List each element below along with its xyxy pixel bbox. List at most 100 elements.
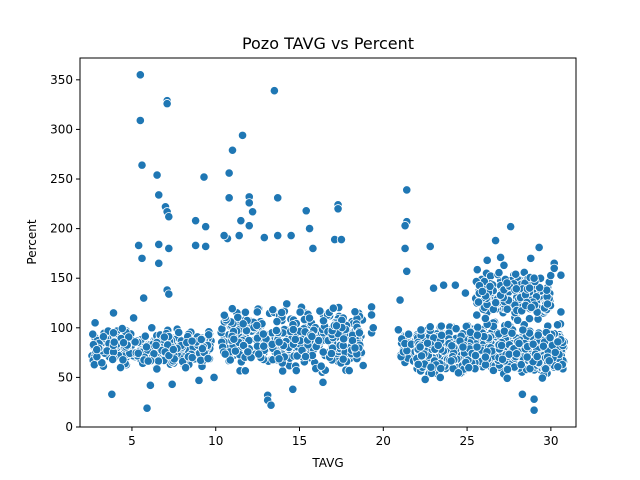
data-point [174, 327, 184, 338]
x-tick-label: 15 [292, 434, 307, 448]
data-point [529, 273, 539, 283]
data-point [118, 355, 128, 365]
data-point [266, 400, 276, 410]
data-point [502, 304, 512, 314]
data-point [529, 405, 539, 415]
data-point [88, 329, 98, 339]
y-tick-label: 0 [65, 420, 73, 434]
data-point [153, 356, 164, 366]
data-point [290, 334, 300, 345]
data-point [244, 221, 254, 231]
data-point [453, 368, 464, 378]
data-point [247, 207, 258, 217]
data-point [491, 298, 501, 308]
data-point [538, 341, 549, 351]
data-point [315, 306, 325, 316]
data-point [526, 302, 536, 313]
data-point [304, 313, 315, 323]
data-point [224, 193, 234, 203]
data-point [553, 362, 563, 372]
data-point [534, 242, 544, 253]
data-point [252, 307, 262, 317]
data-point [130, 337, 140, 347]
data-point [199, 172, 209, 182]
data-point [159, 332, 169, 342]
data-point [473, 322, 483, 332]
data-point [282, 299, 292, 309]
data-point [259, 341, 269, 351]
data-point [154, 239, 164, 250]
data-point [201, 241, 211, 252]
data-point [354, 328, 365, 338]
data-point [472, 342, 482, 352]
data-point [460, 288, 471, 298]
data-point [428, 283, 439, 293]
data-point [344, 365, 354, 376]
data-point [133, 348, 143, 358]
data-point [259, 232, 269, 243]
data-point [480, 360, 491, 370]
data-point [142, 403, 152, 413]
data-point [164, 212, 174, 222]
data-point [433, 340, 443, 350]
data-point [140, 331, 150, 341]
data-point [151, 340, 161, 350]
data-point [506, 222, 516, 232]
data-point [307, 331, 317, 342]
data-point [511, 269, 521, 279]
data-point [415, 342, 425, 352]
data-point [496, 340, 507, 351]
data-point [358, 360, 368, 371]
data-point [350, 343, 360, 353]
y-tick-label: 150 [50, 271, 73, 285]
data-point [238, 319, 248, 329]
data-point [187, 336, 197, 346]
data-point [288, 384, 298, 394]
data-point [154, 190, 164, 200]
data-point [145, 380, 155, 390]
data-point [162, 99, 172, 109]
data-point [167, 379, 177, 389]
data-point [301, 206, 311, 216]
x-tick-label: 30 [543, 434, 558, 448]
data-point [328, 303, 338, 313]
data-point [507, 328, 517, 338]
data-point [336, 234, 347, 245]
data-point [522, 352, 532, 362]
data-point [164, 289, 174, 299]
points-layer [87, 70, 569, 415]
data-point [526, 253, 536, 263]
data-point [201, 222, 211, 232]
data-point [533, 330, 543, 340]
data-point [333, 204, 343, 214]
data-point [472, 265, 482, 275]
data-point [154, 258, 164, 268]
data-point [422, 338, 433, 348]
data-point [227, 145, 238, 155]
data-point [258, 329, 268, 339]
data-point [304, 224, 315, 234]
data-point [90, 318, 100, 328]
data-point [502, 278, 512, 288]
data-point [143, 356, 153, 366]
data-point [269, 86, 279, 96]
data-point [426, 362, 436, 372]
data-point [274, 337, 284, 347]
data-point [499, 326, 509, 336]
data-point [108, 354, 118, 364]
data-point [425, 322, 435, 332]
data-point [168, 345, 178, 355]
data-point [252, 320, 262, 331]
y-tick-label: 200 [50, 222, 73, 236]
data-point [446, 356, 456, 366]
data-point [197, 344, 208, 354]
data-point [541, 364, 551, 374]
data-point [528, 339, 538, 349]
data-point [191, 216, 201, 226]
data-point [277, 307, 287, 318]
data-point [187, 352, 197, 363]
data-point [532, 351, 542, 362]
data-point [209, 372, 219, 382]
